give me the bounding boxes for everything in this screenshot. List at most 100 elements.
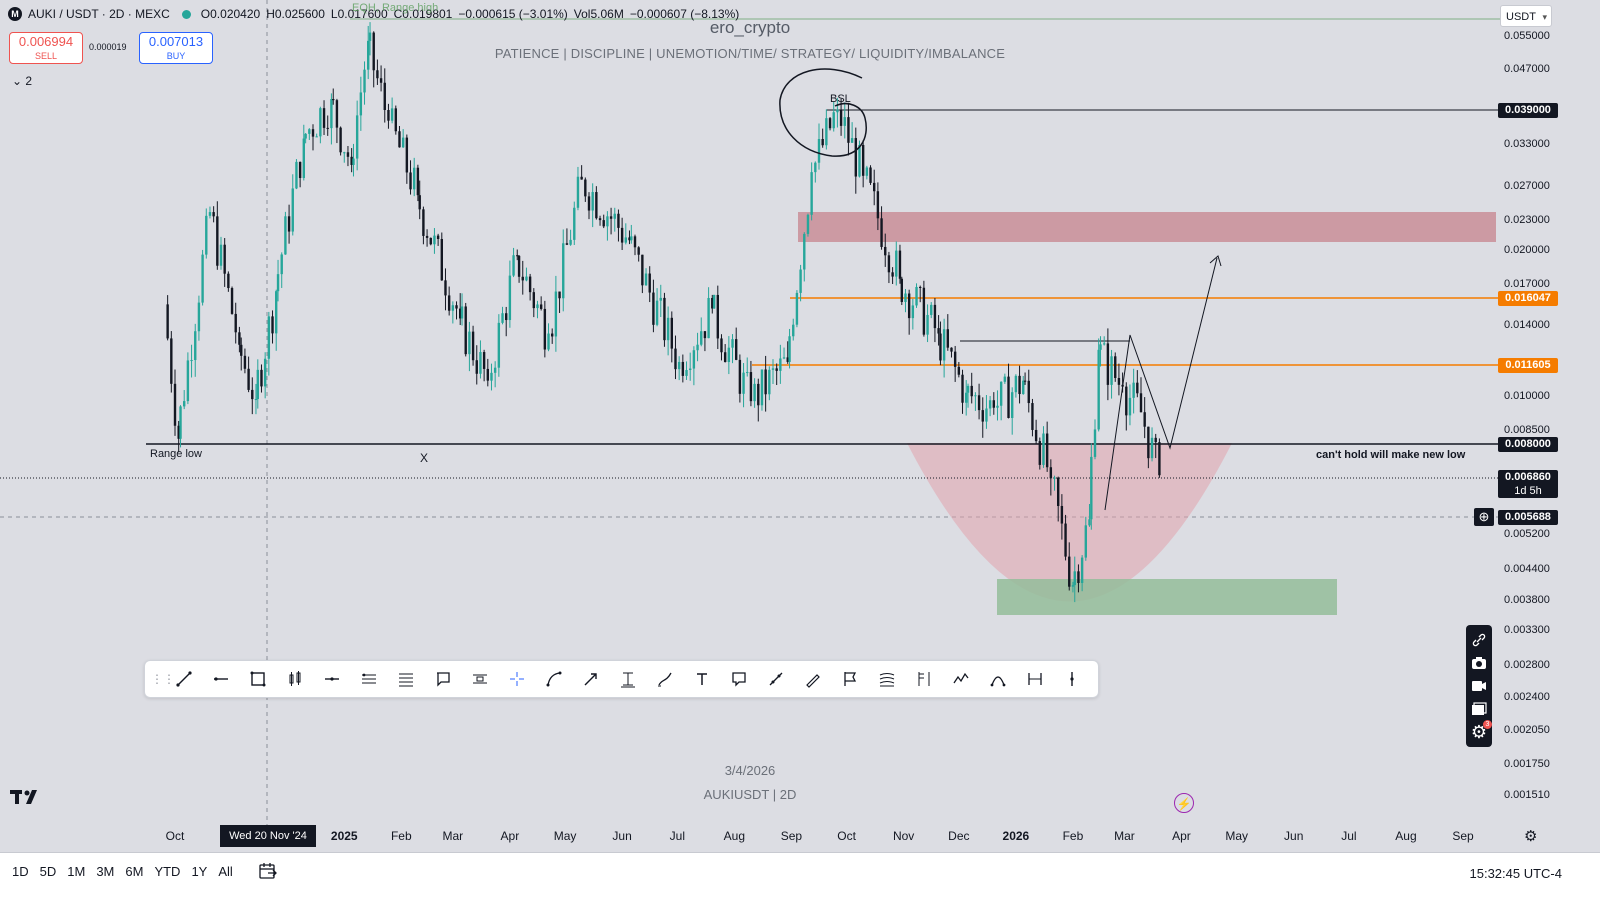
arc-tool-icon[interactable]: [979, 664, 1016, 694]
candle-body: [201, 254, 204, 303]
x-mark-label[interactable]: X: [420, 451, 429, 465]
range-button[interactable]: All: [218, 864, 233, 879]
camera-icon[interactable]: [1468, 652, 1490, 674]
toolbar-grip-icon[interactable]: ⋮⋮: [151, 672, 175, 686]
pen-tool-icon[interactable]: [794, 664, 831, 694]
text-tool-icon[interactable]: [683, 664, 720, 694]
settings-icon[interactable]: ⚙ 3: [1468, 720, 1492, 743]
time-axis[interactable]: Oct 2025 Feb Mar Apr May Jun Jul Aug Sep Oct Nov Dec…: [0, 825, 1600, 847]
candle-body: [977, 395, 981, 411]
candle-body: [858, 144, 861, 177]
price-scale[interactable]: USDT ▾ 0.055000 0.047000 0.033000 0.027000 0…: [1474, 0, 1600, 825]
note-tool-icon[interactable]: [720, 664, 757, 694]
polyline-tool-icon[interactable]: [942, 664, 979, 694]
supply-zone[interactable]: [798, 212, 1496, 242]
parallel-channel-tool-icon[interactable]: [350, 664, 387, 694]
bsl-circle[interactable]: [779, 68, 867, 157]
price-tick-label: 0.027000: [1504, 180, 1550, 193]
curve-tool-icon[interactable]: [535, 664, 572, 694]
range-button[interactable]: YTD: [154, 864, 181, 879]
candle-body: [584, 179, 587, 197]
chart-area[interactable]: M AUKI / USDT · 2D · MEXC O0.020420 H0.0…: [0, 0, 1500, 825]
new-low-note[interactable]: can't hold will make new low: [1316, 449, 1466, 461]
callout-tool-icon[interactable]: [424, 664, 461, 694]
clock-timezone[interactable]: 15:32:45 UTC-4: [1469, 866, 1563, 881]
candle-body: [712, 294, 716, 309]
candle-body: [742, 372, 745, 394]
layout-icon[interactable]: [1468, 698, 1490, 720]
video-icon[interactable]: [1468, 675, 1490, 697]
candle-body: [240, 344, 243, 356]
candle-body: [433, 235, 436, 245]
range-low-label[interactable]: Range low: [150, 448, 202, 460]
ohlc-open: O0.020420: [200, 7, 261, 21]
indicators-toggle[interactable]: ⌄ 2: [12, 74, 32, 88]
horizontal-ray-tool-icon[interactable]: [202, 664, 239, 694]
crosshair-tool-icon[interactable]: [498, 664, 535, 694]
candle-body: [368, 32, 372, 41]
horizontal-line-tool-icon[interactable]: [313, 664, 350, 694]
candle-body: [1022, 380, 1025, 395]
buy-button[interactable]: 0.007013 BUY: [139, 32, 213, 64]
time-axis-label: Feb: [390, 829, 412, 843]
axis-settings-icon[interactable]: ⚙: [1524, 828, 1538, 845]
range-button[interactable]: 5D: [39, 864, 57, 879]
candle-body: [387, 110, 390, 121]
price-tick-label: 0.014000: [1504, 318, 1550, 331]
fib-retracement-tool-icon[interactable]: [387, 664, 424, 694]
candle-body: [659, 297, 662, 301]
candle-body: [677, 361, 681, 370]
date-range-tool-icon[interactable]: [1016, 664, 1053, 694]
currency-select[interactable]: USDT ▾: [1500, 5, 1552, 27]
demand-zone[interactable]: [997, 579, 1337, 615]
symbol-name[interactable]: AUKI / USDT · 2D · MEXC: [28, 7, 170, 21]
add-alert-plus-icon[interactable]: ⊕: [1474, 508, 1494, 526]
trend-line-tool-icon[interactable]: [165, 664, 202, 694]
range-button[interactable]: 1Y: [191, 864, 208, 879]
price-tick-label: 0.001750: [1504, 757, 1550, 770]
lightning-icon[interactable]: ⚡: [1174, 793, 1194, 813]
candle-body: [512, 255, 515, 276]
calendar-goto-icon[interactable]: [258, 861, 278, 881]
range-button[interactable]: 1D: [12, 864, 29, 879]
candle-body: [922, 287, 926, 335]
link-icon[interactable]: [1468, 629, 1490, 651]
fib-channel-tool-icon[interactable]: [868, 664, 905, 694]
range-button[interactable]: 3M: [96, 864, 115, 879]
vertical-line-tool-icon[interactable]: [1053, 664, 1090, 694]
candle-body: [937, 328, 940, 334]
price-range-tool-icon[interactable]: [609, 664, 646, 694]
pitchfork-tool-icon[interactable]: [461, 664, 498, 694]
candle-body: [869, 167, 872, 183]
candle-body: [720, 338, 723, 353]
candle-body: [598, 218, 602, 221]
rectangle-tool-icon[interactable]: [239, 664, 276, 694]
candle-body: [276, 274, 280, 292]
candle-body: [490, 372, 493, 381]
price-tick-label: 0.003300: [1504, 623, 1550, 636]
candle-body: [436, 235, 440, 239]
arrow-tool-icon[interactable]: [572, 664, 609, 694]
zigzag-projection[interactable]: [1104, 257, 1218, 511]
candle-body: [779, 358, 782, 371]
candle-body: [247, 368, 250, 390]
range-button[interactable]: 6M: [125, 864, 144, 879]
flag-tool-icon[interactable]: [831, 664, 868, 694]
candle-body: [1093, 429, 1097, 457]
long-position-tool-icon[interactable]: [276, 664, 313, 694]
candle-body: [692, 350, 696, 369]
bsl-label[interactable]: BSL: [830, 93, 851, 105]
candle-body: [302, 138, 305, 178]
bowl-shape[interactable]: [907, 443, 1232, 602]
brush-tool-icon[interactable]: [646, 664, 683, 694]
candle-body: [836, 109, 839, 113]
range-button[interactable]: 1M: [67, 864, 86, 879]
tradingview-logo[interactable]: [10, 786, 44, 812]
chart-canvas[interactable]: [0, 0, 1500, 825]
sell-button[interactable]: 0.006994 SELL: [9, 32, 83, 64]
path-tool-icon[interactable]: [757, 664, 794, 694]
candle-body: [738, 359, 742, 394]
candle-body: [942, 329, 946, 361]
candle-body: [267, 316, 271, 359]
date-price-range-tool-icon[interactable]: [905, 664, 942, 694]
